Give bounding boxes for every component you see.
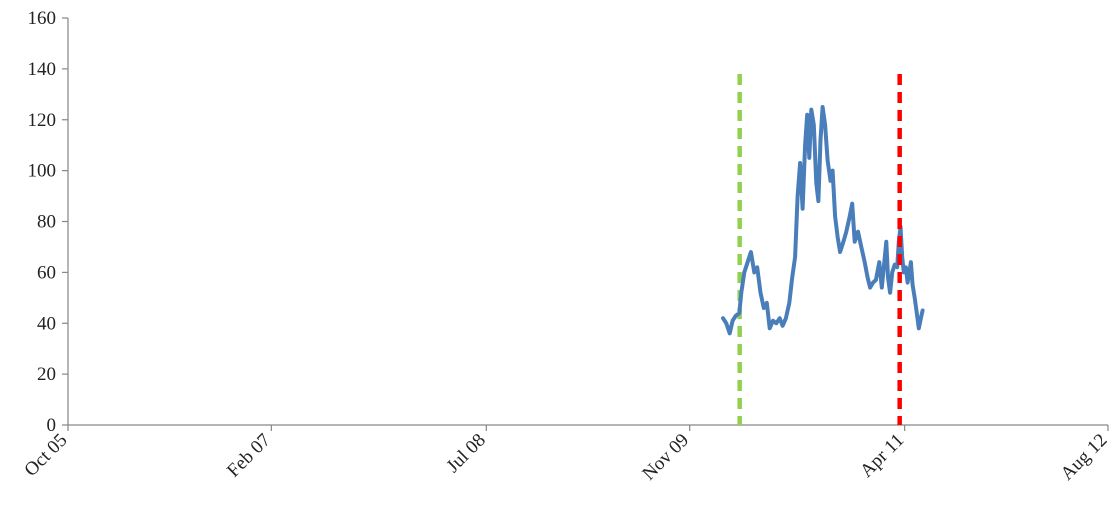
y-tick-label: 100: [28, 161, 57, 182]
series-group: [721, 105, 925, 336]
x-tick-label: Nov 09: [638, 430, 693, 485]
y-tick-label: 120: [28, 110, 57, 131]
x-tick-label: Feb 07: [223, 430, 275, 482]
y-tick-label: 0: [47, 415, 57, 436]
x-tick-label: Aug 12: [1057, 430, 1112, 485]
y-axis: 0 20 40 60 80 100 120 140 160: [28, 8, 69, 436]
series-line-0: [721, 105, 925, 336]
y-tick-label: 140: [28, 59, 57, 80]
x-tick-label: Oct 05: [20, 430, 71, 481]
y-tick-label: 160: [28, 8, 57, 29]
x-tick-label: Apr 11: [856, 430, 908, 482]
y-tick-label: 40: [37, 313, 56, 334]
x-tick-label: Jul 08: [443, 430, 490, 477]
x-axis: Oct 05 Feb 07 Jul 08 Nov 09 Apr 11 Aug 12: [20, 424, 1112, 485]
y-tick-label: 60: [37, 262, 56, 283]
y-tick-label: 20: [37, 364, 56, 385]
y-tick-label: 80: [37, 212, 56, 233]
